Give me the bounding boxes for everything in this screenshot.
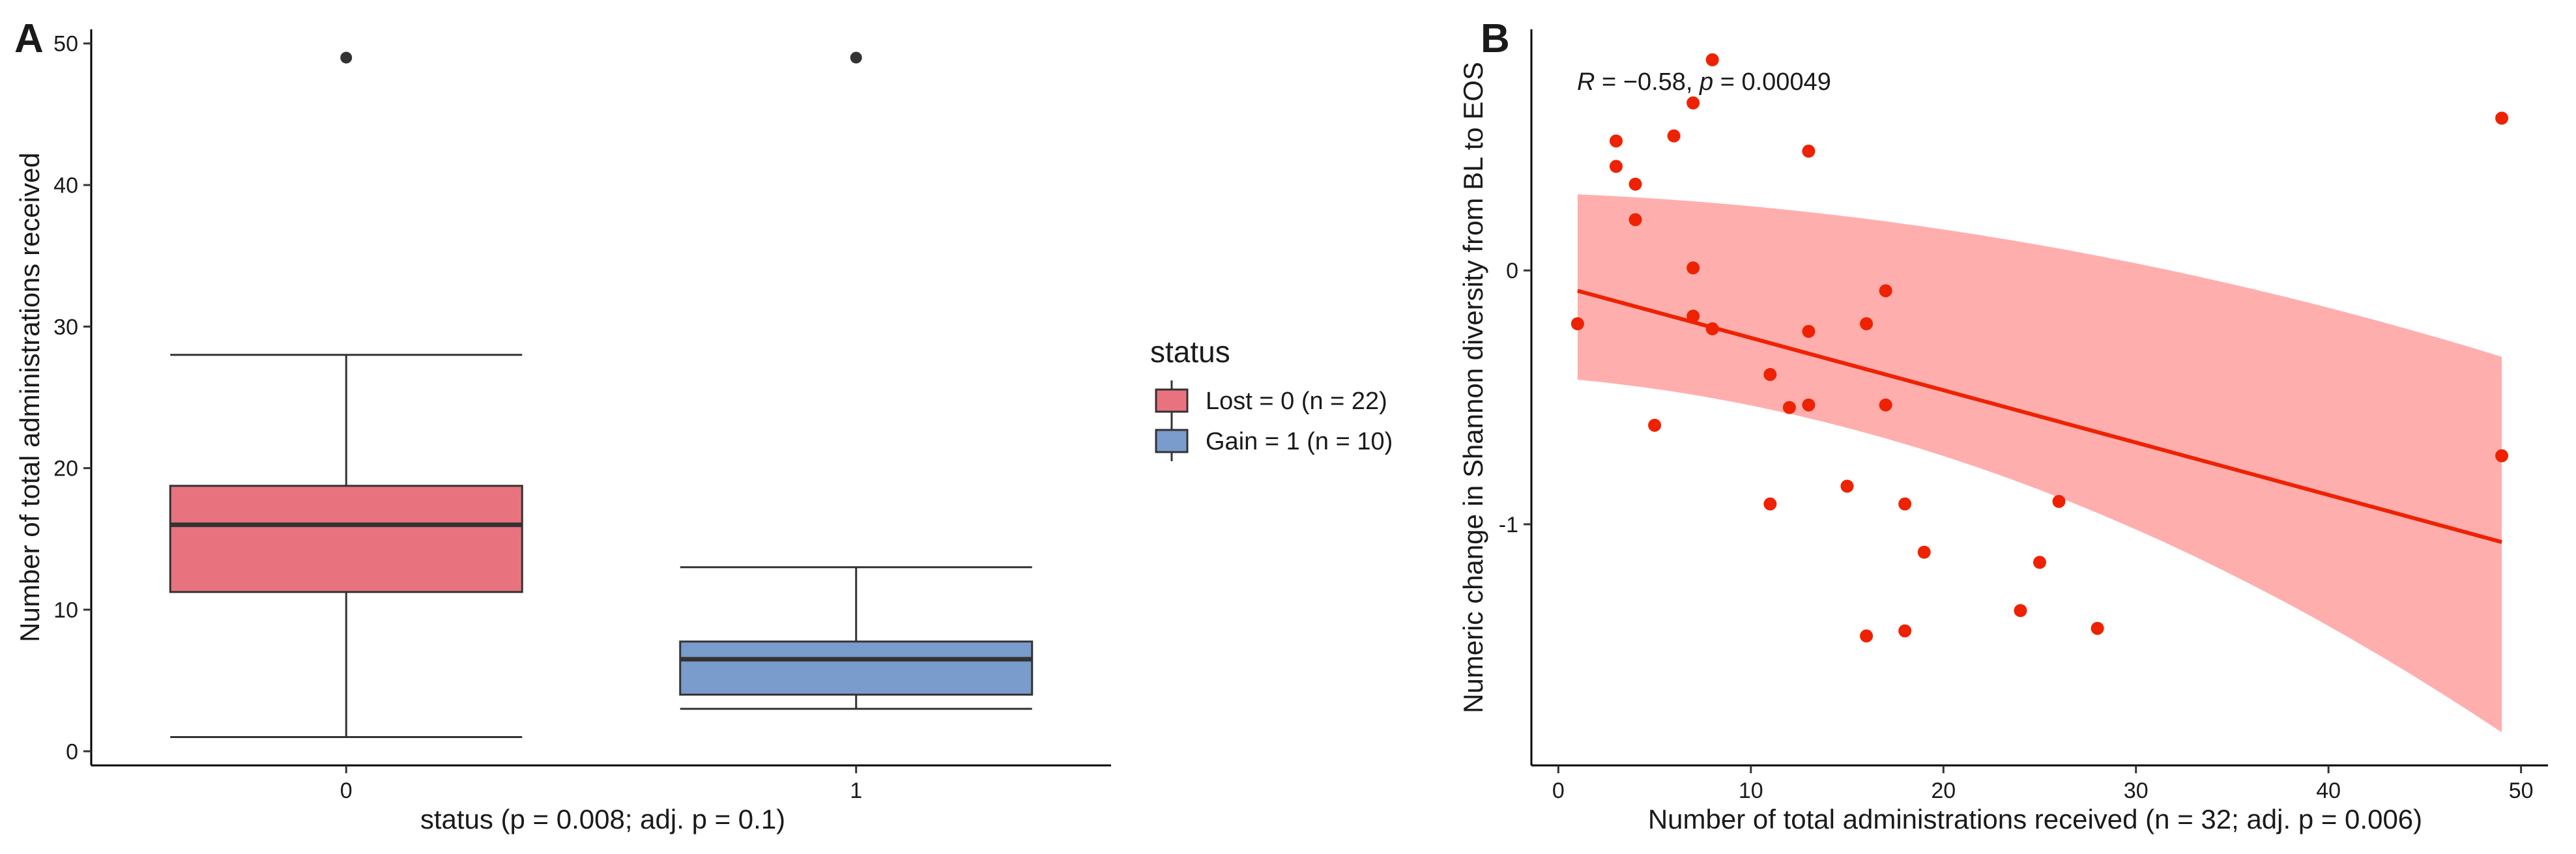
box-1-outlier xyxy=(850,51,862,64)
legend-entry-gain: Gain = 1 (n = 10) xyxy=(1155,421,1393,461)
panel-b-x-tick-label: 30 xyxy=(2124,778,2149,803)
data-point xyxy=(1898,497,1912,511)
data-point xyxy=(1610,160,1623,173)
panel-a-boxes xyxy=(169,51,1034,739)
data-point xyxy=(1705,322,1719,335)
data-point xyxy=(1763,497,1777,511)
data-point xyxy=(1628,177,1642,191)
data-point xyxy=(2033,556,2046,569)
panel-b-x-tick-label: 50 xyxy=(2509,778,2534,803)
panel-a-y-tick-label: 40 xyxy=(53,173,78,198)
data-point xyxy=(1686,309,1700,323)
data-point xyxy=(2014,604,2027,618)
panel-a-axes: 0 10 20 30 40 50 0 1 xyxy=(53,29,1111,803)
legend-label-lost: Lost = 0 (n = 22) xyxy=(1206,388,1387,415)
data-point xyxy=(1667,129,1681,143)
panel-b-x-tick-label: 40 xyxy=(2316,778,2341,803)
panel-a-y-tick-label: 50 xyxy=(53,32,78,57)
data-point xyxy=(1782,401,1796,414)
regression-line xyxy=(1577,289,2502,544)
data-point xyxy=(2495,449,2509,463)
data-point xyxy=(1802,398,1816,412)
panel-a-y-axis-title: Number of total administrations received xyxy=(14,152,45,642)
panel-b-x-tick-label: 20 xyxy=(1931,778,1956,803)
data-point xyxy=(1686,96,1700,109)
legend-label-gain: Gain = 1 (n = 10) xyxy=(1206,428,1393,455)
data-point xyxy=(1860,629,1874,643)
data-point xyxy=(1610,134,1623,148)
annotation-p-value: = 0.00049 xyxy=(1713,68,1831,96)
panel-a: A 0 10 20 30 40 50 0 1 status (p = 0.008; adj. … xyxy=(14,16,1111,834)
confidence-band xyxy=(1577,194,2502,733)
correlation-annotation: R = −0.58, p = 0.00049 xyxy=(1577,68,1831,96)
data-point xyxy=(1860,317,1874,330)
panel-b-plot xyxy=(1570,53,2509,733)
panel-b-y-axis-title: Numeric change in Shannon diversity from… xyxy=(1458,62,1488,713)
panel-b-label: B xyxy=(1481,16,1510,61)
data-point xyxy=(1840,479,1854,493)
panel-a-y-tick-label: 30 xyxy=(53,315,78,339)
data-point xyxy=(1648,418,1662,432)
data-point xyxy=(1802,324,1816,338)
data-point xyxy=(2091,621,2104,635)
box-0-outlier xyxy=(340,51,353,64)
panel-a-x-tick-label: 1 xyxy=(850,778,862,803)
annotation-r: R xyxy=(1577,68,1595,96)
data-point xyxy=(1802,145,1816,158)
data-point xyxy=(2495,111,2509,125)
data-point xyxy=(1686,261,1700,275)
data-point xyxy=(1628,213,1642,227)
data-point xyxy=(1917,545,1931,559)
data-point xyxy=(1879,398,1892,412)
panel-a-y-tick-label: 0 xyxy=(66,739,78,764)
legend-key-lost xyxy=(1155,388,1189,413)
box-0-iqr-box xyxy=(169,485,523,593)
data-point xyxy=(2052,494,2066,508)
panel-a-y-tick-label: 10 xyxy=(53,598,78,623)
data-point xyxy=(1705,53,1719,66)
panel-b-axes: -1 0 0 10 20 30 40 50 xyxy=(1499,29,2548,803)
panel-b: B -100 10 20 30 40 50 R = −0.58, p = 0.00049 … xyxy=(1458,16,2548,834)
legend-key-gain xyxy=(1155,429,1189,453)
data-point xyxy=(1898,624,1912,638)
panel-b-x-axis-title: Number of total administrations received… xyxy=(1648,804,2422,834)
status-legend: status Lost = 0 (n = 22) Gain = 1 (n = 1… xyxy=(1150,335,1393,461)
annotation-p: p xyxy=(1699,68,1713,96)
panel-a-x-tick-label: 0 xyxy=(340,778,353,803)
panel-a-label: A xyxy=(14,16,44,61)
panel-a-x-axis-title: status (p = 0.008; adj. p = 0.1) xyxy=(420,804,785,834)
panel-a-y-tick-label: 20 xyxy=(53,457,78,481)
legend-title: status xyxy=(1150,335,1230,369)
data-point xyxy=(1879,284,1892,298)
panel-b-y-tick-label: -1 xyxy=(1499,513,1518,537)
legend-entry-lost: Lost = 0 (n = 22) xyxy=(1155,380,1387,421)
panel-b-y-tick-label: 0 xyxy=(1506,259,1518,283)
data-point xyxy=(1763,367,1777,381)
box-1-iqr-box xyxy=(679,640,1034,696)
data-point xyxy=(1570,317,1584,330)
panel-b-x-tick-label: 10 xyxy=(1739,778,1763,803)
panel-b-x-tick-label: 0 xyxy=(1552,778,1565,803)
annotation-r-value: = −0.58, xyxy=(1595,68,1700,96)
